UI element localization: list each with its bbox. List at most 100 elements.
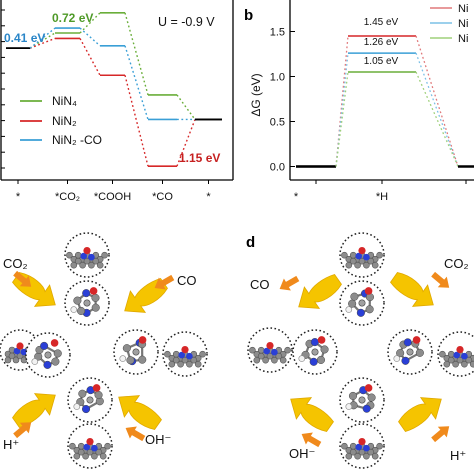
atom-carbon — [469, 360, 474, 368]
atom-carbon — [77, 448, 85, 456]
atom-oxygen — [412, 336, 421, 344]
atom-carbon — [350, 292, 359, 301]
panel-b-label-105: 1.05 eV — [364, 56, 399, 67]
atom-carbon — [70, 261, 78, 269]
atom-oxygen — [364, 384, 373, 392]
atom-carbon — [199, 350, 206, 358]
panel-b-her-diagram: b 0.0 0.5 1.0 1.5 ΔG (eV) * *H 1.45 eV 1.26 … — [244, 0, 474, 203]
atom-carbon — [396, 349, 405, 358]
panel-a-x-tick-labels: * *CO₂ *COOH *CO * — [16, 180, 211, 203]
atom-carbon — [275, 352, 283, 360]
molecular-structure — [387, 329, 433, 375]
molecular-structure — [67, 377, 113, 423]
atom-carbon — [66, 251, 73, 259]
panel-b-letter: b — [244, 7, 253, 24]
panel-b-y-tick-label: 0.0 — [270, 162, 285, 174]
atom-carbon — [82, 452, 89, 460]
atom-carbon — [53, 349, 62, 358]
panel-b-series — [296, 35, 474, 168]
panel-b-label-126: 1.26 eV — [364, 37, 399, 48]
atom-carbon — [257, 352, 265, 360]
atom-carbon — [348, 391, 358, 400]
species-arrow — [279, 275, 300, 291]
species-arrow — [431, 271, 450, 288]
atom-carbon — [12, 356, 20, 364]
atom-nitrogen — [13, 347, 21, 355]
molecular-structure — [67, 423, 113, 469]
atom-nitrogen — [461, 352, 468, 360]
atom-carbon — [91, 303, 100, 312]
panel-d-label-h-plus: H⁺ — [450, 448, 466, 463]
atom-oxygen — [317, 336, 326, 344]
atom-carbon — [452, 360, 459, 368]
panel-a-x-tick-label: * — [16, 191, 21, 203]
atom-carbon — [8, 352, 16, 360]
atom-carbon — [465, 356, 473, 364]
atom-nitrogen — [355, 252, 363, 260]
molecular-structure — [64, 280, 110, 326]
atom-carbon — [96, 261, 104, 269]
panel-b-x-tick-label: *H — [376, 191, 388, 203]
atom-carbon — [320, 345, 329, 354]
atom-hydrogen — [31, 358, 39, 365]
atom-oxygen — [92, 384, 101, 392]
arrow-body — [301, 432, 322, 448]
molecular-structure — [162, 331, 208, 377]
atom-carbon — [78, 389, 87, 398]
molecular-structure — [339, 377, 385, 423]
molecular-structure — [437, 331, 474, 377]
arrow-body — [431, 271, 450, 288]
panel-b-legend-label-2: Ni — [458, 18, 468, 30]
atom-carbon — [164, 350, 171, 358]
atom-oxygen — [181, 346, 189, 354]
atom-carbon — [73, 296, 82, 305]
atom-carbon — [358, 448, 366, 456]
atom-carbon — [316, 355, 326, 364]
molecular-structure — [25, 332, 71, 378]
atom-nickel — [86, 396, 94, 404]
atom-carbon — [186, 360, 193, 368]
panel-d-label-oh-minus: OH⁻ — [289, 446, 315, 461]
panel-b-connector — [415, 35, 459, 167]
atom-nitrogen — [20, 348, 28, 356]
atom-nitrogen — [356, 308, 365, 317]
arrow-body — [118, 395, 162, 430]
panel-a-free-energy-diagram: * *CO₂ *COOH *CO * U = -0.9 V 0.41 eV 0.72 e… — [0, 0, 234, 203]
reaction-arrow — [298, 274, 342, 309]
atom-carbon — [194, 360, 202, 368]
panel-b-connector — [415, 71, 459, 167]
molecular-structure — [339, 423, 385, 469]
atom-carbon — [99, 452, 107, 460]
panel-b-y-tick-label: 1.0 — [270, 72, 285, 84]
species-arrow — [154, 274, 175, 290]
atom-carbon — [363, 452, 370, 460]
panel-d-label-co: CO — [250, 277, 270, 292]
arrow-body — [431, 426, 450, 443]
panel-b-y-ticks: 0.0 0.5 1.0 1.5 — [270, 27, 295, 174]
atom-carbon — [92, 257, 100, 265]
atom-nitrogen — [401, 356, 410, 365]
panel-d-label-co2: CO₂ — [444, 256, 469, 271]
atom-carbon — [354, 452, 361, 460]
atom-nitrogen — [81, 405, 91, 414]
arrow-body — [12, 393, 56, 428]
atom-carbon — [86, 448, 94, 456]
atom-carbon — [104, 442, 111, 450]
atom-nitrogen — [363, 444, 370, 452]
atom-carbon — [345, 261, 353, 269]
panel-b-legend-label-1: Ni — [458, 3, 468, 15]
atom-oxygen — [364, 287, 373, 295]
panel-a-connector — [176, 94, 196, 120]
atom-carbon — [341, 251, 348, 259]
atom-carbon — [415, 348, 424, 357]
atom-nitrogen — [83, 443, 90, 451]
atom-carbon — [88, 261, 95, 269]
atom-carbon — [91, 452, 98, 460]
atom-carbon — [190, 356, 198, 364]
panel-a-connector — [29, 37, 56, 49]
atom-carbon — [181, 356, 189, 364]
panel-c-mechanism — [0, 232, 208, 469]
panel-b-y-axis-label: ΔG (eV) — [249, 73, 263, 116]
panel-d-letter: d — [246, 234, 255, 251]
